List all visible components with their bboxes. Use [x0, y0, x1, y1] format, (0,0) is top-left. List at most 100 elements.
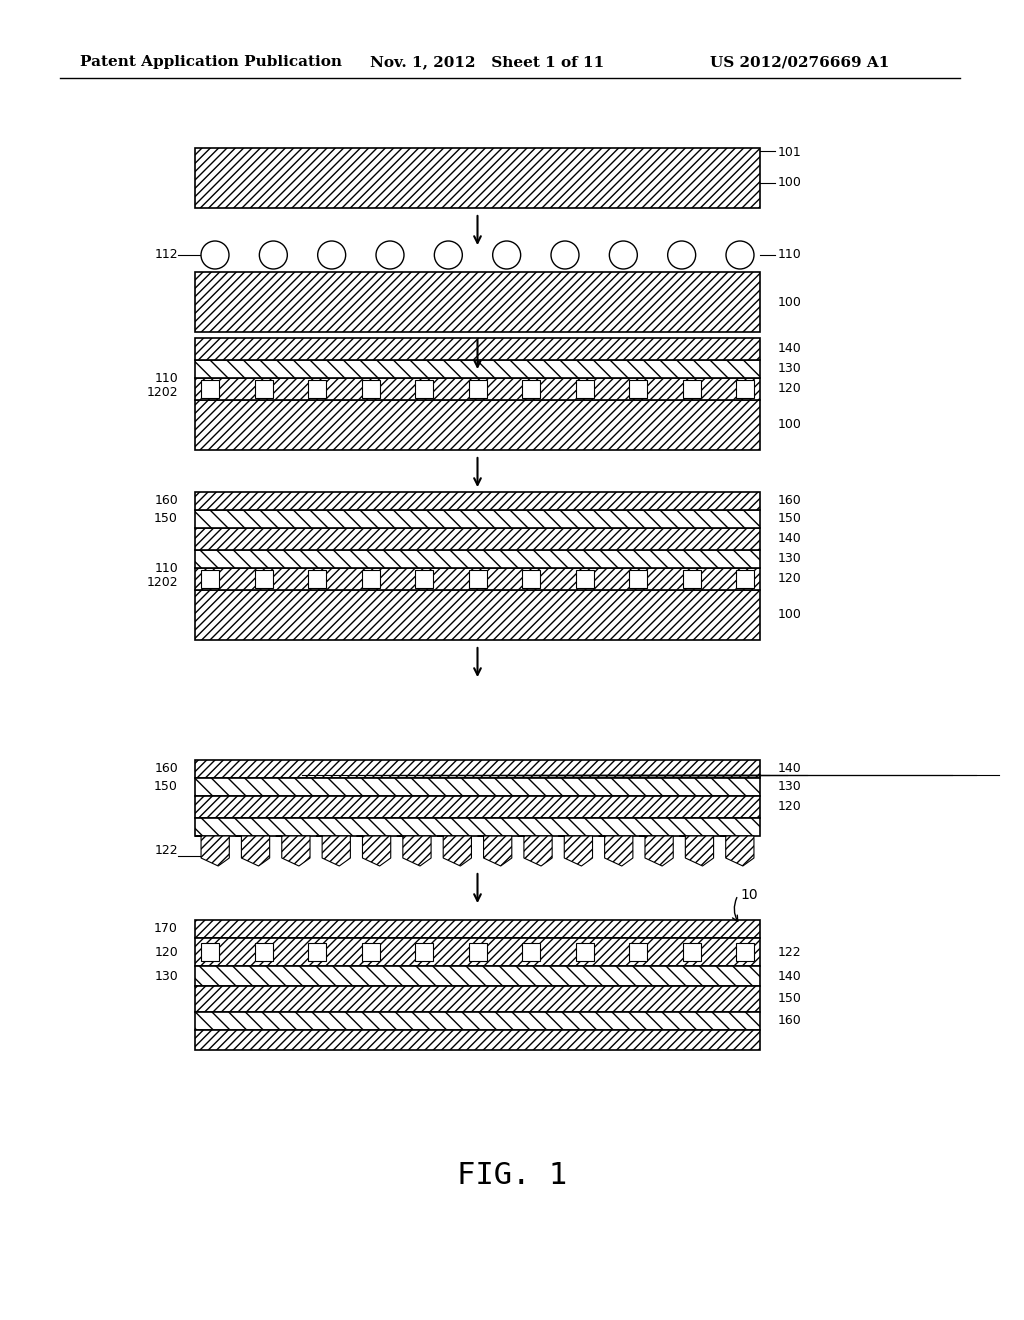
Bar: [195, 818, 760, 836]
Bar: [195, 760, 760, 777]
Text: 110: 110: [155, 561, 178, 574]
Bar: [195, 939, 760, 966]
Text: US 2012/0276669 A1: US 2012/0276669 A1: [710, 55, 890, 69]
Text: 150: 150: [778, 512, 802, 525]
Polygon shape: [599, 836, 633, 866]
Bar: [201, 380, 219, 399]
Text: FIG. 1: FIG. 1: [457, 1160, 567, 1189]
Bar: [683, 380, 700, 399]
Bar: [415, 380, 433, 399]
Bar: [255, 570, 272, 587]
Bar: [255, 942, 272, 961]
Bar: [629, 942, 647, 961]
Text: 110: 110: [155, 371, 178, 384]
Text: 160: 160: [155, 763, 178, 776]
Bar: [308, 570, 326, 587]
Bar: [361, 942, 380, 961]
Bar: [683, 942, 700, 961]
Bar: [469, 570, 486, 587]
Bar: [195, 550, 760, 568]
Text: 100: 100: [778, 296, 802, 309]
Text: 150: 150: [778, 993, 802, 1006]
Bar: [361, 570, 380, 587]
Bar: [415, 570, 433, 587]
Text: 110: 110: [778, 248, 802, 261]
Bar: [255, 380, 272, 399]
Text: 160: 160: [155, 495, 178, 507]
Text: 120: 120: [778, 800, 802, 813]
Text: 101: 101: [778, 145, 802, 158]
Bar: [415, 942, 433, 961]
Circle shape: [609, 242, 637, 269]
Bar: [195, 400, 760, 450]
Bar: [736, 380, 754, 399]
Text: 120: 120: [155, 945, 178, 958]
Bar: [201, 570, 219, 587]
Bar: [195, 360, 760, 378]
Bar: [195, 272, 760, 333]
Bar: [361, 380, 380, 399]
Polygon shape: [396, 836, 431, 866]
Circle shape: [259, 242, 288, 269]
Polygon shape: [195, 836, 229, 866]
Bar: [629, 380, 647, 399]
Polygon shape: [356, 836, 391, 866]
Text: 100: 100: [778, 177, 802, 190]
Bar: [575, 942, 594, 961]
Polygon shape: [639, 836, 673, 866]
Text: 122: 122: [778, 945, 802, 958]
Circle shape: [201, 242, 229, 269]
Text: 140: 140: [778, 969, 802, 982]
Text: 1202: 1202: [146, 387, 178, 400]
Polygon shape: [679, 836, 714, 866]
Text: 140: 140: [778, 532, 802, 545]
Circle shape: [317, 242, 346, 269]
Bar: [575, 570, 594, 587]
Bar: [308, 942, 326, 961]
Text: Patent Application Publication: Patent Application Publication: [80, 55, 342, 69]
Bar: [195, 966, 760, 986]
Text: 140: 140: [778, 763, 802, 776]
Bar: [195, 986, 760, 1012]
Text: 130: 130: [778, 780, 802, 793]
Bar: [195, 796, 760, 818]
Polygon shape: [477, 836, 512, 866]
Circle shape: [668, 242, 695, 269]
Text: 120: 120: [778, 573, 802, 586]
Bar: [195, 1012, 760, 1030]
Bar: [736, 570, 754, 587]
Polygon shape: [558, 836, 593, 866]
Bar: [195, 528, 760, 550]
Text: 130: 130: [155, 969, 178, 982]
Bar: [308, 380, 326, 399]
Text: Nov. 1, 2012   Sheet 1 of 11: Nov. 1, 2012 Sheet 1 of 11: [370, 55, 604, 69]
Bar: [575, 380, 594, 399]
Text: 150: 150: [155, 780, 178, 793]
Bar: [195, 492, 760, 510]
Bar: [683, 570, 700, 587]
Bar: [201, 942, 219, 961]
Bar: [522, 380, 540, 399]
Text: 170: 170: [155, 923, 178, 936]
Text: 10: 10: [740, 888, 758, 902]
Text: 100: 100: [778, 418, 802, 432]
Bar: [469, 942, 486, 961]
Polygon shape: [518, 836, 552, 866]
Text: 140: 140: [778, 342, 802, 355]
Bar: [195, 148, 760, 209]
Bar: [629, 570, 647, 587]
Text: 130: 130: [778, 553, 802, 565]
Bar: [522, 942, 540, 961]
Bar: [195, 568, 760, 590]
Polygon shape: [236, 836, 269, 866]
Bar: [195, 920, 760, 939]
Circle shape: [376, 242, 404, 269]
Text: 160: 160: [778, 495, 802, 507]
Bar: [195, 510, 760, 528]
Bar: [195, 777, 760, 796]
Bar: [195, 378, 760, 400]
Polygon shape: [275, 836, 310, 866]
Text: 1202: 1202: [146, 577, 178, 590]
Text: 120: 120: [778, 383, 802, 396]
Polygon shape: [720, 836, 754, 866]
